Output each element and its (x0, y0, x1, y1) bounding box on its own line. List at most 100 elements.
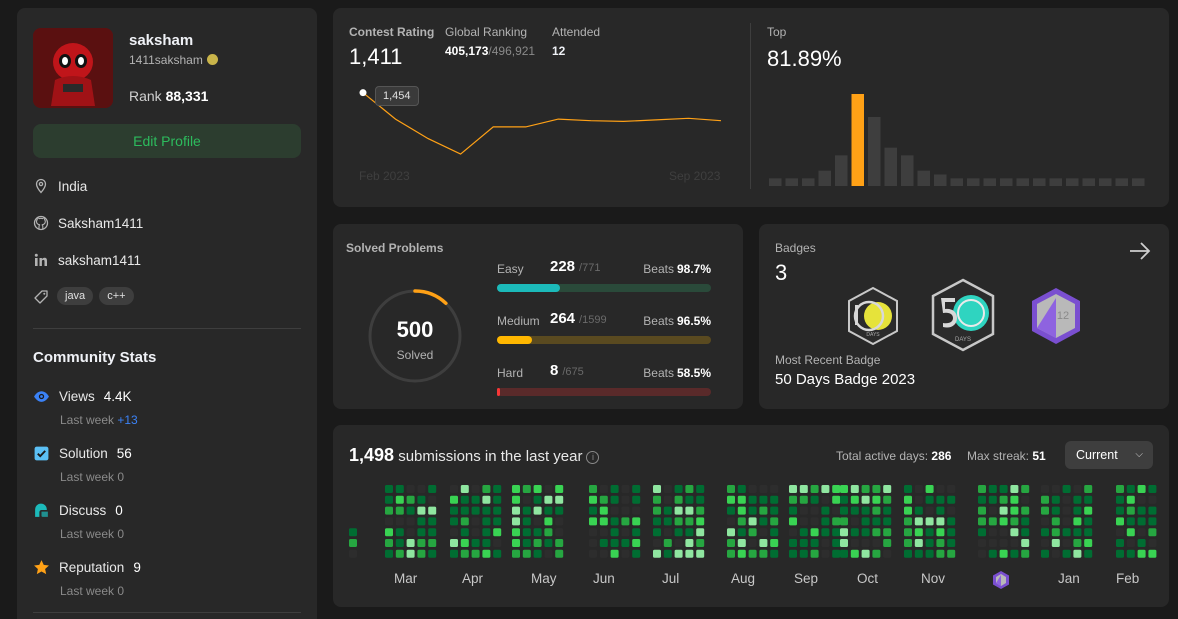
heatmap-cell[interactable] (544, 549, 553, 558)
heatmap-cell[interactable] (936, 485, 945, 493)
heatmap-cell[interactable] (544, 495, 553, 504)
heatmap-cell[interactable] (737, 528, 746, 537)
december-badge-icon[interactable] (991, 570, 1011, 590)
heatmap-cell[interactable] (947, 528, 956, 537)
heatmap-cell[interactable] (621, 517, 630, 526)
heatmap-cell[interactable] (512, 485, 520, 493)
heatmap-cell[interactable] (861, 485, 870, 493)
heatmap-cell[interactable] (861, 495, 870, 504)
heatmap-cell[interactable] (999, 485, 1008, 493)
heatmap-cell[interactable] (1021, 506, 1030, 515)
heatmap-cell[interactable] (1148, 506, 1157, 515)
distribution-bar[interactable] (967, 178, 980, 186)
100-days-badge-icon[interactable]: DAYS (845, 286, 901, 346)
heatmap-cell[interactable] (1126, 528, 1135, 537)
heatmap-cell[interactable] (1116, 495, 1124, 504)
heatmap-cell[interactable] (914, 485, 923, 493)
heatmap-cell[interactable] (1021, 495, 1030, 504)
heatmap-cell[interactable] (555, 485, 564, 493)
heatmap-cell[interactable] (999, 517, 1008, 526)
heatmap-cell[interactable] (385, 506, 393, 515)
heatmap-cell[interactable] (978, 528, 986, 537)
heatmap-cell[interactable] (872, 485, 881, 493)
heatmap-cell[interactable] (385, 495, 393, 504)
heatmap-cell[interactable] (789, 539, 797, 547)
heatmap-cell[interactable] (925, 506, 934, 515)
heatmap-cell[interactable] (685, 506, 694, 515)
heatmap-cell[interactable] (610, 517, 619, 526)
heatmap-cell[interactable] (821, 528, 830, 537)
heatmap-cell[interactable] (1116, 539, 1124, 547)
heatmap-cell[interactable] (395, 485, 404, 493)
heatmap-cell[interactable] (610, 549, 619, 558)
heatmap-cell[interactable] (395, 539, 404, 547)
heatmap-cell[interactable] (460, 549, 469, 558)
heatmap-cell[interactable] (1051, 539, 1060, 547)
heatmap-cell[interactable] (621, 528, 630, 537)
heatmap-cell[interactable] (737, 517, 746, 526)
heatmap-cell[interactable] (748, 495, 757, 504)
heatmap-cell[interactable] (810, 506, 819, 515)
heatmap-cell[interactable] (406, 549, 415, 558)
heatmap-cell[interactable] (428, 495, 437, 504)
heatmap-cell[interactable] (1062, 517, 1071, 526)
github-text[interactable]: Saksham1411 (58, 215, 144, 231)
heatmap-cell[interactable] (850, 485, 859, 493)
heatmap-cell[interactable] (821, 517, 830, 526)
heatmap-cell[interactable] (663, 495, 672, 504)
heatmap-cell[interactable] (395, 495, 404, 504)
heatmap-cell[interactable] (727, 528, 735, 537)
heatmap-cell[interactable] (770, 485, 779, 493)
heatmap-cell[interactable] (610, 485, 619, 493)
heatmap-cell[interactable] (685, 539, 694, 547)
heatmap-cell[interactable] (1062, 539, 1071, 547)
heatmap-cell[interactable] (789, 528, 797, 537)
distribution-bar[interactable] (1033, 178, 1046, 186)
heatmap-cell[interactable] (810, 517, 819, 526)
heatmap-cell[interactable] (610, 539, 619, 547)
heatmap-cell[interactable] (840, 517, 848, 526)
heatmap-cell[interactable] (428, 506, 437, 515)
heatmap-cell[interactable] (1126, 506, 1135, 515)
heatmap-cell[interactable] (632, 495, 641, 504)
heatmap-cell[interactable] (696, 485, 705, 493)
heatmap-cell[interactable] (1137, 539, 1146, 547)
heatmap-cell[interactable] (925, 485, 934, 493)
heatmap-cell[interactable] (1062, 485, 1071, 493)
heatmap-cell[interactable] (385, 528, 393, 537)
heatmap-cell[interactable] (385, 485, 393, 493)
heatmap-cell[interactable] (1084, 506, 1093, 515)
heatmap-cell[interactable] (840, 539, 848, 547)
heatmap-cell[interactable] (512, 506, 520, 515)
heatmap-cell[interactable] (1084, 528, 1093, 537)
heatmap-cell[interactable] (349, 539, 357, 547)
heatmap-cell[interactable] (696, 528, 705, 537)
heatmap-cell[interactable] (460, 528, 469, 537)
heatmap-cell[interactable] (759, 495, 768, 504)
heatmap-cell[interactable] (759, 485, 768, 493)
heatmap-cell[interactable] (696, 517, 705, 526)
heatmap-cell[interactable] (978, 549, 986, 558)
heatmap-cell[interactable] (789, 495, 797, 504)
heatmap-cell[interactable] (861, 549, 870, 558)
heatmap-cell[interactable] (417, 485, 426, 493)
heatmap-cell[interactable] (810, 528, 819, 537)
heatmap-cell[interactable] (406, 495, 415, 504)
heatmap-cell[interactable] (512, 549, 520, 558)
heatmap-cell[interactable] (482, 506, 491, 515)
heatmap-cell[interactable] (385, 549, 393, 558)
heatmap-cell[interactable] (599, 539, 608, 547)
december-badge-icon[interactable]: 12 (1029, 286, 1083, 346)
heatmap-cell[interactable] (947, 495, 956, 504)
heatmap-cell[interactable] (799, 528, 808, 537)
heatmap-cell[interactable] (759, 528, 768, 537)
heatmap-cell[interactable] (947, 517, 956, 526)
heatmap-cell[interactable] (850, 539, 859, 547)
heatmap-cell[interactable] (999, 495, 1008, 504)
distribution-bar[interactable] (1132, 178, 1145, 186)
distribution-bar[interactable] (1016, 178, 1030, 186)
heatmap-cell[interactable] (621, 485, 630, 493)
rating-point[interactable] (359, 89, 367, 97)
heatmap-cell[interactable] (471, 549, 480, 558)
heatmap-cell[interactable] (832, 549, 841, 558)
